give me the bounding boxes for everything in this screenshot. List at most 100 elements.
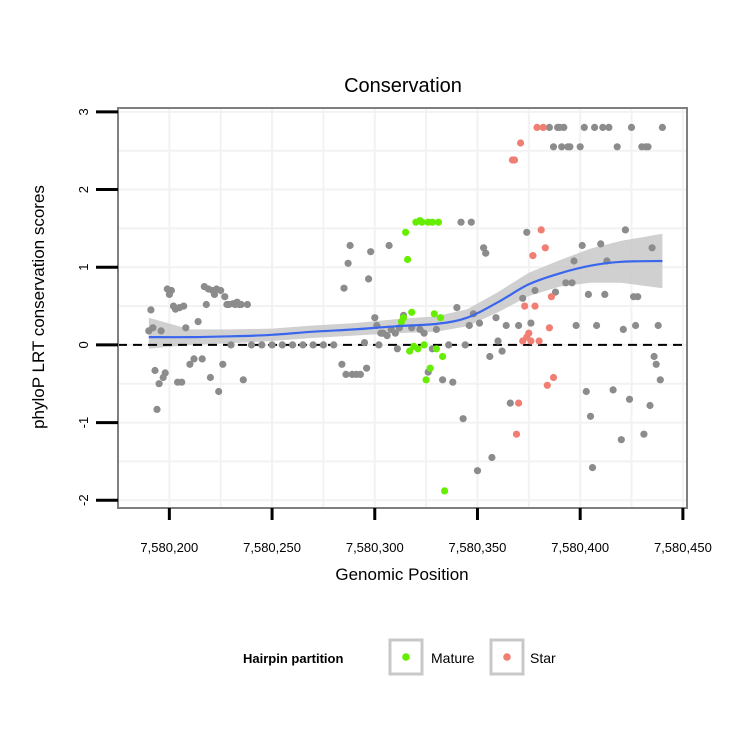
point-other bbox=[449, 378, 457, 386]
point-other bbox=[453, 304, 461, 312]
y-tick-label: 2 bbox=[76, 186, 91, 193]
point-mature bbox=[420, 341, 428, 349]
point-star bbox=[549, 373, 558, 382]
point-other bbox=[346, 241, 354, 250]
legend: Hairpin partition Mature Star bbox=[243, 638, 556, 676]
point-other bbox=[363, 364, 371, 372]
point-other bbox=[215, 387, 223, 396]
point-other bbox=[634, 293, 642, 301]
point-other bbox=[625, 395, 634, 403]
point-other bbox=[498, 347, 506, 355]
legend-title: Hairpin partition bbox=[243, 651, 343, 666]
point-other bbox=[202, 300, 210, 309]
point-other bbox=[342, 370, 350, 378]
point-star bbox=[543, 381, 551, 389]
point-mature bbox=[441, 487, 449, 495]
point-star bbox=[539, 123, 547, 131]
point-other bbox=[365, 275, 373, 283]
point-mature bbox=[428, 218, 436, 226]
point-other bbox=[465, 321, 473, 330]
x-tick-label: 7,580,450 bbox=[654, 540, 712, 555]
point-star bbox=[529, 252, 537, 260]
y-tick-label: -2 bbox=[76, 494, 91, 506]
plot-panel bbox=[117, 107, 688, 509]
point-other bbox=[243, 300, 251, 309]
point-star bbox=[535, 337, 543, 345]
point-other bbox=[467, 218, 475, 226]
point-other bbox=[278, 341, 286, 349]
point-other bbox=[588, 464, 597, 472]
point-mature bbox=[436, 314, 445, 322]
point-other bbox=[617, 436, 625, 444]
point-other bbox=[155, 380, 163, 388]
point-other bbox=[570, 257, 578, 265]
legend-label-mature: Mature bbox=[431, 650, 475, 666]
plot-background bbox=[118, 108, 687, 508]
point-other bbox=[383, 332, 391, 340]
point-other bbox=[531, 286, 539, 295]
point-other bbox=[247, 341, 256, 349]
point-other bbox=[147, 306, 155, 314]
point-other bbox=[572, 321, 580, 330]
chart-title: Conservation bbox=[344, 75, 462, 97]
point-other bbox=[268, 341, 276, 349]
point-other bbox=[591, 123, 599, 131]
point-star bbox=[525, 329, 533, 337]
point-mature bbox=[434, 218, 442, 226]
point-mature bbox=[404, 255, 412, 264]
point-mature bbox=[439, 352, 447, 361]
point-other bbox=[393, 345, 401, 353]
point-other bbox=[432, 325, 440, 333]
point-other bbox=[619, 325, 627, 333]
point-other bbox=[194, 318, 202, 326]
point-other bbox=[439, 376, 447, 384]
point-other bbox=[566, 143, 574, 151]
point-other bbox=[613, 143, 621, 151]
point-other bbox=[178, 378, 186, 386]
point-other bbox=[475, 319, 484, 327]
point-other bbox=[239, 376, 247, 384]
point-other bbox=[523, 228, 531, 236]
point-other bbox=[488, 453, 496, 462]
point-other bbox=[237, 300, 245, 309]
point-other bbox=[385, 241, 393, 250]
point-other bbox=[219, 360, 227, 368]
y-tick-label: -1 bbox=[76, 417, 91, 429]
point-other bbox=[494, 337, 502, 345]
data-points bbox=[145, 123, 667, 495]
point-other bbox=[609, 386, 617, 394]
point-other bbox=[601, 290, 609, 298]
x-tick-label: 7,580,200 bbox=[140, 540, 198, 555]
legend-label-star: Star bbox=[530, 650, 556, 666]
y-tick-label: 3 bbox=[76, 108, 91, 115]
point-other bbox=[161, 369, 169, 377]
point-other bbox=[151, 366, 159, 375]
point-other bbox=[515, 321, 523, 330]
x-tick-label: 7,580,300 bbox=[346, 540, 404, 555]
point-other bbox=[502, 321, 510, 330]
point-mature bbox=[422, 376, 430, 384]
point-other bbox=[344, 259, 352, 267]
point-other bbox=[640, 430, 648, 438]
point-other bbox=[652, 360, 660, 368]
point-other bbox=[461, 341, 469, 349]
point-other bbox=[356, 370, 364, 378]
point-other bbox=[367, 248, 375, 256]
point-other bbox=[578, 241, 586, 250]
point-star bbox=[521, 302, 529, 310]
point-other bbox=[299, 341, 307, 349]
point-other bbox=[149, 324, 157, 332]
point-other bbox=[157, 327, 165, 335]
point-other bbox=[227, 341, 235, 349]
point-other bbox=[459, 415, 467, 423]
point-other bbox=[330, 341, 338, 349]
point-other bbox=[210, 290, 219, 298]
point-star bbox=[515, 399, 523, 407]
point-other bbox=[621, 226, 630, 234]
point-mature bbox=[408, 308, 416, 316]
point-star bbox=[537, 226, 545, 234]
plot-border bbox=[117, 107, 688, 509]
point-other bbox=[650, 352, 658, 361]
point-other bbox=[627, 123, 636, 131]
y-tick-label: 0 bbox=[76, 341, 91, 348]
